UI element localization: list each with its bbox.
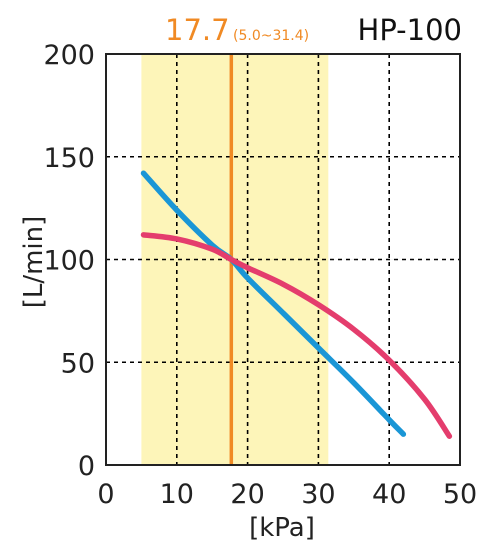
- x-tick-label: 10: [160, 479, 194, 510]
- series-line-2: [140, 232, 453, 439]
- y-axis-label: [L/min]: [19, 216, 49, 309]
- series-line-1: [140, 170, 407, 437]
- x-tick-label: 40: [372, 479, 406, 510]
- rated-value-label: 17.7: [165, 13, 230, 47]
- x-tick-label: 20: [230, 479, 264, 510]
- y-tick-label: 50: [61, 348, 95, 379]
- x-tick-label: 30: [301, 479, 335, 510]
- chart-title: HP-100: [358, 13, 462, 47]
- x-axis-label: [kPa]: [249, 513, 315, 543]
- rated-range-label: (5.0~31.4): [233, 28, 309, 44]
- x-tick-label: 50: [443, 479, 477, 510]
- y-tick-label: 150: [43, 143, 95, 174]
- y-tick-label: 0: [78, 451, 95, 482]
- plot-frame: [105, 53, 461, 466]
- y-tick-label: 100: [43, 246, 95, 277]
- y-tick-label: 200: [43, 40, 95, 71]
- x-tick-label: 0: [97, 479, 114, 510]
